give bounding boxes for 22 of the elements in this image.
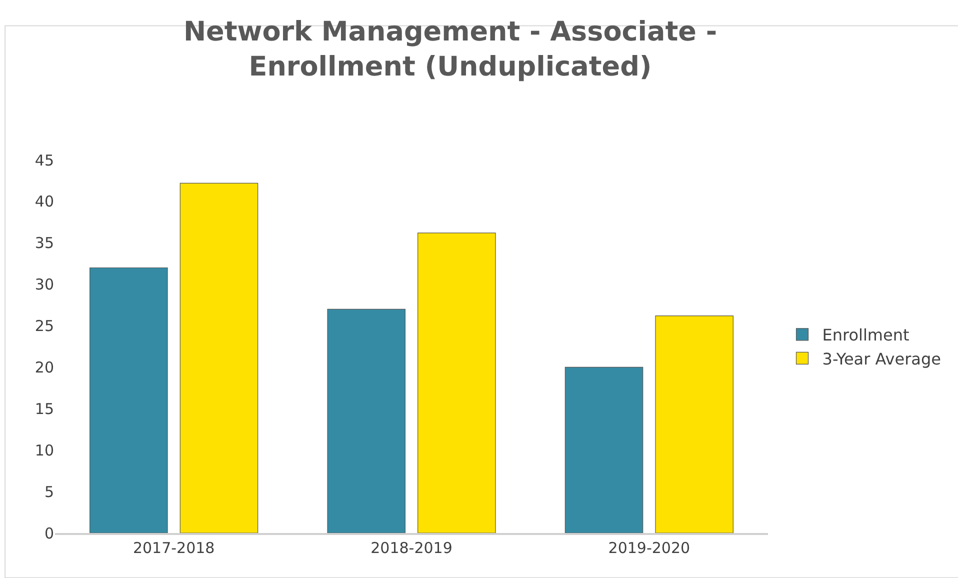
y-tick-label: 40 xyxy=(34,192,54,211)
y-tick-label: 35 xyxy=(34,234,54,252)
y-tick-label: 45 xyxy=(34,151,54,170)
y-tick-label: 25 xyxy=(34,317,54,336)
y-tick-label: 15 xyxy=(34,400,54,418)
y-tick-label: 10 xyxy=(34,441,54,460)
bar xyxy=(327,308,406,533)
y-tick-label: 5 xyxy=(44,482,54,501)
x-tick-label: 2019-2020 xyxy=(608,538,690,557)
chart-title: Network Management - Associate - Enrollment (Unduplicated) xyxy=(183,16,718,83)
bar xyxy=(418,232,496,533)
bar xyxy=(180,182,258,533)
bar xyxy=(655,316,734,533)
x-tick-label: 2018-2019 xyxy=(370,538,452,557)
y-tick-label: 20 xyxy=(34,358,54,376)
y-tick-label: 30 xyxy=(34,276,54,294)
x-tick-label: 2017-2018 xyxy=(132,538,215,557)
bar xyxy=(90,267,168,533)
legend-label: 3-Year Average xyxy=(822,349,941,368)
bar xyxy=(564,366,644,533)
y-tick-label: 0 xyxy=(44,524,54,542)
legend-label: Enrollment xyxy=(822,326,910,345)
